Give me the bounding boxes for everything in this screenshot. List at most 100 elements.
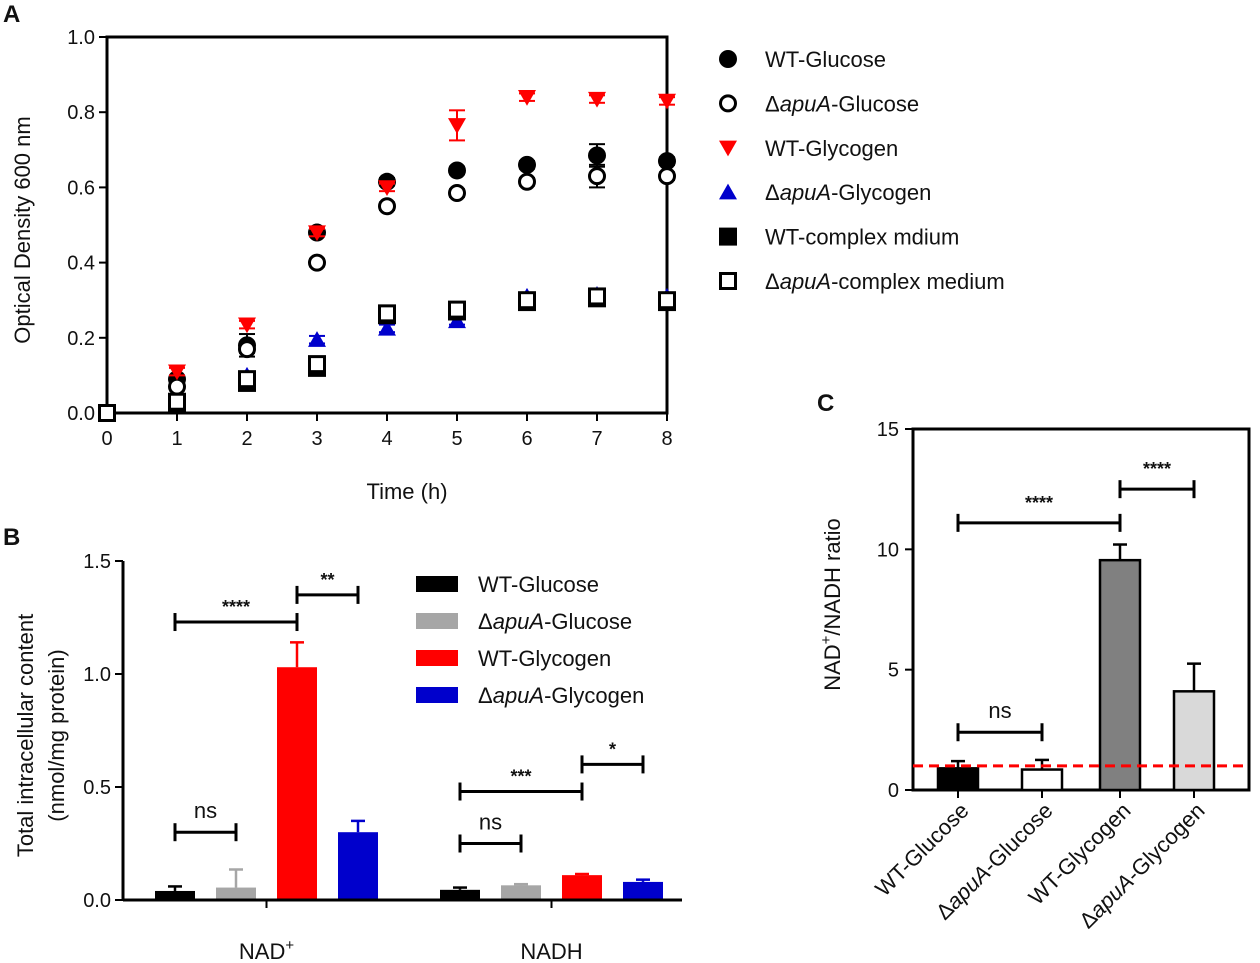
x-tick-label: 5 <box>451 428 462 450</box>
data-point <box>448 300 466 319</box>
legend-marker <box>719 140 737 157</box>
legend-label: WT-Glucose <box>765 47 886 72</box>
legend-label: WT-Glycogen <box>478 646 611 671</box>
data-point <box>308 225 326 242</box>
bar <box>1172 690 1216 792</box>
data-point <box>658 93 676 110</box>
y-tick-label: 0.8 <box>67 102 95 124</box>
x-tick-label: 4 <box>381 428 392 450</box>
significance-bracket: **** <box>956 493 1122 532</box>
data-point <box>448 161 466 180</box>
significance-bracket: ** <box>295 570 360 604</box>
data-point <box>518 89 536 106</box>
data-point <box>168 364 186 381</box>
x-tick-label: 6 <box>521 428 532 450</box>
bar <box>277 667 317 900</box>
y-tick-label: 0.2 <box>67 328 95 350</box>
x-tick-label: 1 <box>171 428 182 450</box>
bar-series-0 <box>155 885 480 900</box>
significance-label: *** <box>510 767 531 787</box>
bar <box>501 885 541 900</box>
significance-label: ns <box>479 810 502 835</box>
data-point <box>518 291 536 310</box>
data-point <box>588 167 606 186</box>
bar-3: ΔapuA-Glycogen <box>1074 662 1216 933</box>
x-tick-label: NAD+ <box>239 937 294 963</box>
bar-series-1 <box>216 868 541 900</box>
x-tick-label: 8 <box>661 428 672 450</box>
x-tick-label: ΔapuA-Glycogen <box>1074 798 1209 933</box>
significance-label: ** <box>320 570 334 590</box>
significance-label: ns <box>194 798 217 823</box>
x-tick-label: 0 <box>101 428 112 450</box>
bar <box>1020 768 1064 792</box>
legend-label: ΔapuA-Glucose <box>478 609 632 634</box>
y-tick-label: 1.0 <box>67 27 95 49</box>
significance-label: **** <box>222 597 250 617</box>
plot-frame <box>105 35 669 415</box>
y-axis-label: NAD+/NADH ratio <box>818 518 845 691</box>
bar <box>155 890 195 900</box>
legend-marker <box>719 183 737 200</box>
legend-label: ΔapuA-Glycogen <box>765 180 931 205</box>
y-tick-label: 0.0 <box>67 403 95 425</box>
legend-marker <box>719 94 737 113</box>
legend-swatch <box>416 650 458 666</box>
significance-label: **** <box>1143 459 1171 479</box>
series-1 <box>98 163 676 422</box>
x-axis-label: Time (h) <box>366 479 447 504</box>
panel-label-a: A <box>3 1 20 28</box>
bar <box>936 767 980 792</box>
legend-swatch <box>416 613 458 629</box>
data-point <box>378 197 396 216</box>
legend-marker <box>719 227 737 246</box>
x-tick-label: NADH <box>520 939 582 963</box>
data-point <box>378 304 396 323</box>
significance-label: **** <box>1025 493 1053 513</box>
y-tick-label: 1.5 <box>83 551 111 573</box>
plot-frame <box>911 427 1251 792</box>
significance-bracket: ns <box>173 798 238 842</box>
data-point <box>168 377 186 396</box>
y-tick-label: 0.4 <box>67 253 95 275</box>
legend-swatch <box>416 687 458 703</box>
data-point <box>378 319 396 336</box>
significance-bracket: **** <box>173 597 299 632</box>
x-tick-label: 2 <box>241 428 252 450</box>
significance-label: * <box>609 739 616 759</box>
data-point <box>308 253 326 272</box>
x-tick-label: 3 <box>311 428 322 450</box>
y-tick-label: 0.6 <box>67 177 95 199</box>
legend-marker <box>719 272 737 290</box>
legend-label: WT-complex mdium <box>765 225 959 250</box>
bar <box>1098 558 1142 792</box>
bar <box>440 889 480 900</box>
bar-series-3 <box>338 819 663 900</box>
significance-bracket: ns <box>458 810 523 853</box>
bar-series-2 <box>277 641 602 900</box>
data-point <box>238 340 256 359</box>
data-point <box>168 392 186 411</box>
legend-label: ΔapuA-Glucose <box>765 91 919 116</box>
data-point <box>588 91 606 108</box>
data-point <box>308 331 326 347</box>
legend-label: WT-Glucose <box>478 572 599 597</box>
legend-label: ΔapuA-complex medium <box>765 269 1005 294</box>
series-5 <box>98 287 676 422</box>
bar <box>623 881 663 900</box>
panel-b: 0.0 0.5 1.0 1.5 Total intracellular content(… <box>13 551 682 963</box>
legend-marker <box>719 50 737 68</box>
legend-swatch <box>416 576 458 592</box>
data-point <box>308 355 326 374</box>
data-point <box>378 180 396 196</box>
y-axis-label: Optical Density 600 nm <box>10 116 35 343</box>
data-point <box>238 317 256 334</box>
y-tick-label: 15 <box>877 419 899 441</box>
significance-bracket: *** <box>458 767 584 801</box>
legend-label: ΔapuA-Glycogen <box>478 683 644 708</box>
significance-bracket: ns <box>956 698 1044 742</box>
legend-b: WT-Glucose ΔapuA-Glucose WT-Glycogen ΔapuA-… <box>416 572 644 708</box>
significance-bracket: * <box>580 739 645 774</box>
